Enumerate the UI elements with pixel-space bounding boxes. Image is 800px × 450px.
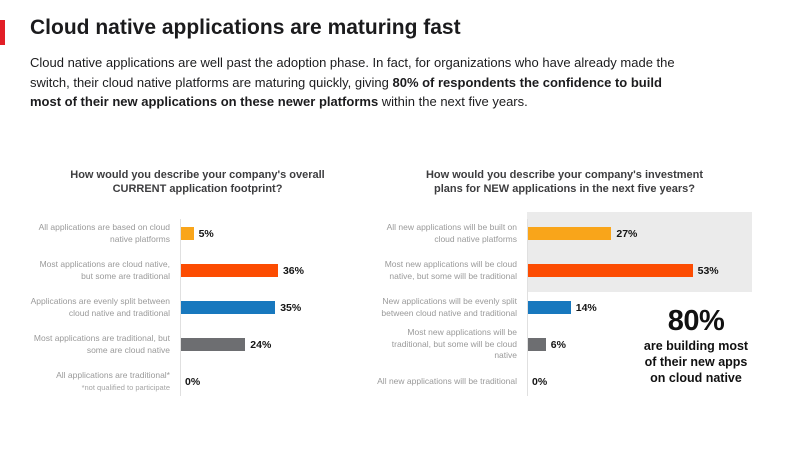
chart-title: How would you describe your company's ov… — [70, 168, 325, 196]
callout-big-number: 80% — [667, 304, 725, 337]
bar-row: Most new applications will be traditiona… — [377, 326, 752, 363]
header: Cloud native applications are maturing f… — [0, 0, 800, 112]
row-label: All applications are traditional* *not qu… — [30, 370, 180, 393]
footnote: *not qualified to participate — [81, 382, 170, 392]
row-label: Most applications are traditional, but s… — [33, 333, 170, 355]
row-label: All applications are based on cloud nati… — [38, 222, 170, 244]
callout-text: are building most of their new apps on c… — [643, 338, 749, 386]
bar-track: 0% — [527, 375, 752, 388]
bar-rows: All applications are based on cloud nati… — [30, 215, 365, 400]
row-label: New applications will be evenly split be… — [381, 296, 517, 318]
bar-row: New applications will be evenly split be… — [377, 289, 752, 326]
value-label: 0% — [532, 375, 548, 388]
red-accent-bar — [0, 20, 5, 45]
bar-row: All applications are based on cloud nati… — [30, 215, 365, 252]
bar-new-evenly-split — [527, 301, 571, 315]
value-label: 53% — [697, 264, 719, 277]
bar-track: 5% — [180, 227, 365, 241]
bar-track: 53% — [527, 264, 752, 278]
bar-track: 24% — [180, 338, 365, 352]
bar-track: 0% — [180, 375, 365, 388]
bar-track: 35% — [180, 301, 365, 315]
page-title: Cloud native applications are maturing f… — [30, 16, 461, 39]
chart-current-footprint: How would you describe your company's ov… — [30, 168, 365, 401]
row-label: Most new applications will be cloud nati… — [384, 259, 517, 281]
row-label: Applications are evenly split between cl… — [30, 296, 170, 318]
bar-most-cloud-native — [180, 264, 278, 278]
row-label-text: All applications are traditional* — [56, 370, 170, 381]
bar-row: All new applications will be built on cl… — [377, 215, 752, 252]
bar-evenly-split — [180, 301, 276, 315]
value-label: 24% — [250, 338, 272, 351]
intro-text-before: Cloud native applications are well past … — [30, 55, 675, 90]
value-label: 5% — [198, 227, 214, 240]
chart-new-app-investment: How would you describe your company's in… — [377, 168, 752, 401]
bar-row: Applications are evenly split between cl… — [30, 289, 365, 326]
value-label: 36% — [282, 264, 304, 277]
bar-track: 14% — [527, 301, 752, 315]
bar-row: All new applications will be traditional… — [377, 363, 752, 400]
highlight-band — [527, 212, 752, 293]
chart-title: How would you describe your company's in… — [425, 168, 704, 196]
bar-track: 27% — [527, 227, 752, 241]
callout-80-percent: 80% are building most of their new apps … — [640, 304, 752, 387]
bar-most-traditional — [180, 338, 246, 352]
row-label: Most new applications will be traditiona… — [391, 327, 517, 361]
bar-rows: All new applications will be built on cl… — [377, 212, 752, 400]
bar-row: All applications are traditional* *not qu… — [30, 363, 365, 400]
value-label: 35% — [280, 301, 302, 314]
bar-row: Most applications are traditional, but s… — [30, 326, 365, 363]
bar-all-new-cloud-native — [527, 227, 612, 241]
row-label: All new applications will be built on cl… — [386, 222, 517, 244]
value-label: 0% — [185, 375, 201, 388]
charts-container: How would you describe your company's ov… — [0, 168, 800, 401]
value-label: 27% — [616, 227, 638, 240]
bar-track: 6% — [527, 338, 752, 352]
value-label: 6% — [550, 338, 566, 351]
bar-all-cloud-native — [180, 227, 194, 241]
bar-row: Most applications are cloud native, but … — [30, 252, 365, 289]
bar-row: Most new applications will be cloud nati… — [377, 252, 752, 289]
bar-most-new-cloud-native — [527, 264, 693, 278]
intro-text-after: within the next five years. — [378, 94, 528, 109]
row-label: Most applications are cloud native, but … — [39, 259, 170, 281]
row-label: All new applications will be traditional — [377, 375, 517, 386]
bar-track: 36% — [180, 264, 365, 278]
bar-most-new-traditional — [527, 338, 546, 352]
intro-text-bold: 80% of respondents the confidence to bui… — [30, 74, 662, 110]
value-label: 14% — [575, 301, 597, 314]
intro-paragraph: Cloud native applications are well past … — [30, 53, 675, 112]
